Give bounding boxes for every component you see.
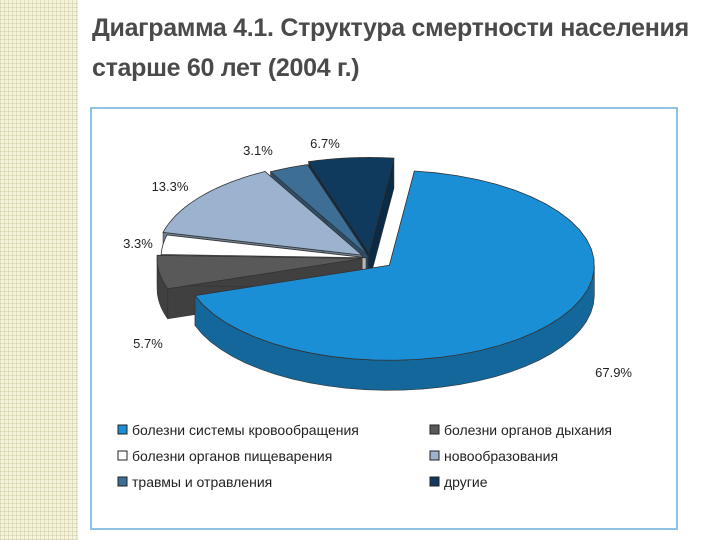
legend-label: болезни системы кровообращения [132,422,359,438]
pie-slices [156,157,595,391]
slice-top [307,157,395,254]
legend-item-1: болезни органов дыхания [429,422,612,438]
data-label-2: 3.3% [123,236,153,251]
legend-swatch [429,450,440,461]
data-label-4: 3.1% [243,143,273,158]
legend-swatch [429,476,440,487]
legend-swatch [429,424,440,435]
data-label-3: 13.3% [152,179,189,194]
data-label-0: 67.9% [595,365,632,380]
legend-swatch [117,424,128,435]
title-line-1: Диаграмма 4.1. Структура смертности насе… [92,14,689,42]
legend-label: новообразования [444,448,558,464]
title-line-2: старше 60 лет (2004 г.) [92,54,360,82]
legend-label: болезни органов пищеварения [132,448,332,464]
legend-item-0: болезни системы кровообращения [117,422,359,438]
slice-top [194,170,595,361]
page-title: Диаграмма 4.1. Структура смертности насе… [92,8,702,88]
data-label-5: 6.7% [310,136,340,151]
legend-item-2: болезни органов пищеварения [117,448,332,464]
slice-top [269,164,369,256]
legend-swatch [117,450,128,461]
legend: болезни системы кровообращения болезни ор… [117,422,612,490]
pie-slice-0 [194,170,595,391]
legend-swatch [117,476,128,487]
slice-top [156,254,363,290]
legend-item-4: травмы и отравления [117,474,272,490]
legend-label: травмы и отравления [132,474,272,490]
slice-top [160,234,367,259]
legend-label: другие [444,474,488,490]
data-label-1: 5.7% [133,336,163,351]
decorative-side-strip [0,0,78,540]
legend-label: болезни органов дыхания [444,422,612,438]
legend-item-3: новообразования [429,448,558,464]
legend-item-5: другие [429,474,488,490]
slice-top [162,171,364,256]
